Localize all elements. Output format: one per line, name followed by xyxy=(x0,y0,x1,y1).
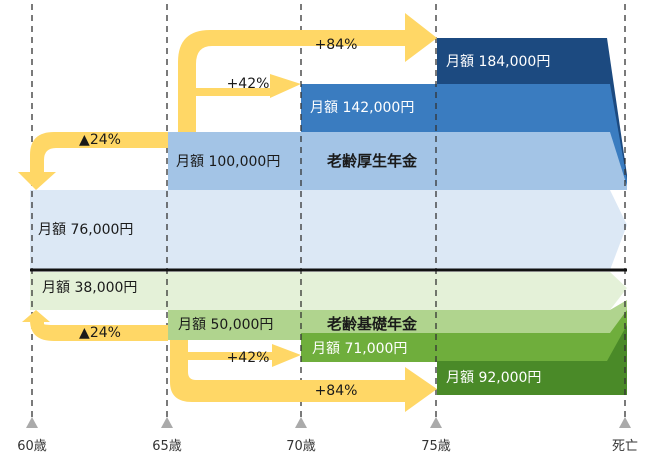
axis-label-70: 70歳 xyxy=(286,439,316,454)
axis-label-65: 65歳 xyxy=(152,439,182,454)
arrow-label-top-42: +42% xyxy=(227,76,270,92)
kosei-band-base xyxy=(30,190,627,270)
marker-death xyxy=(619,417,631,428)
kiso-band-75 xyxy=(437,325,627,395)
kiso-band-65 xyxy=(168,300,627,340)
kiso-amount-65: 月額 50,000円 xyxy=(178,317,273,333)
arrow-label-top-84: +84% xyxy=(315,37,358,53)
kosei-band-65 xyxy=(168,132,627,190)
kosei-amount-65: 月額 100,000円 xyxy=(176,154,280,170)
kiso-amount-75: 月額 92,000円 xyxy=(446,370,541,386)
marker-60 xyxy=(26,417,38,428)
kosei-amount-60: 月額 76,000円 xyxy=(38,222,133,238)
arrow-top-42 xyxy=(196,74,301,98)
arrow-label-bottom-84: +84% xyxy=(315,383,358,399)
kiso-amount-60: 月額 38,000円 xyxy=(42,280,137,296)
marker-70 xyxy=(295,417,307,428)
axis-label-75: 75歳 xyxy=(421,439,451,454)
marker-75 xyxy=(430,417,442,428)
kiso-amount-70: 月額 71,000円 xyxy=(312,341,407,357)
arrow-bottom-42 xyxy=(186,344,301,367)
arrow-top-early xyxy=(18,132,168,190)
kosei-amount-75: 月額 184,000円 xyxy=(446,54,550,70)
axis-label-60: 60歳 xyxy=(17,439,47,454)
arrow-label-bottom-42: +42% xyxy=(227,350,270,366)
kiso-title: 老齢基礎年金 xyxy=(326,315,418,333)
arrow-label-top-early: ▲24% xyxy=(79,132,121,148)
arrow-bottom-early xyxy=(22,310,168,341)
kiso-band-base xyxy=(30,272,627,310)
kosei-amount-70: 月額 142,000円 xyxy=(310,100,414,116)
arrow-bottom-84 xyxy=(170,340,437,412)
kosei-title: 老齢厚生年金 xyxy=(326,152,418,170)
arrow-top-84 xyxy=(178,13,437,132)
arrow-label-bottom-early: ▲24% xyxy=(79,325,121,341)
marker-65 xyxy=(161,417,173,428)
axis-label-death: 死亡 xyxy=(612,439,638,454)
kiso-band-70 xyxy=(301,310,627,362)
